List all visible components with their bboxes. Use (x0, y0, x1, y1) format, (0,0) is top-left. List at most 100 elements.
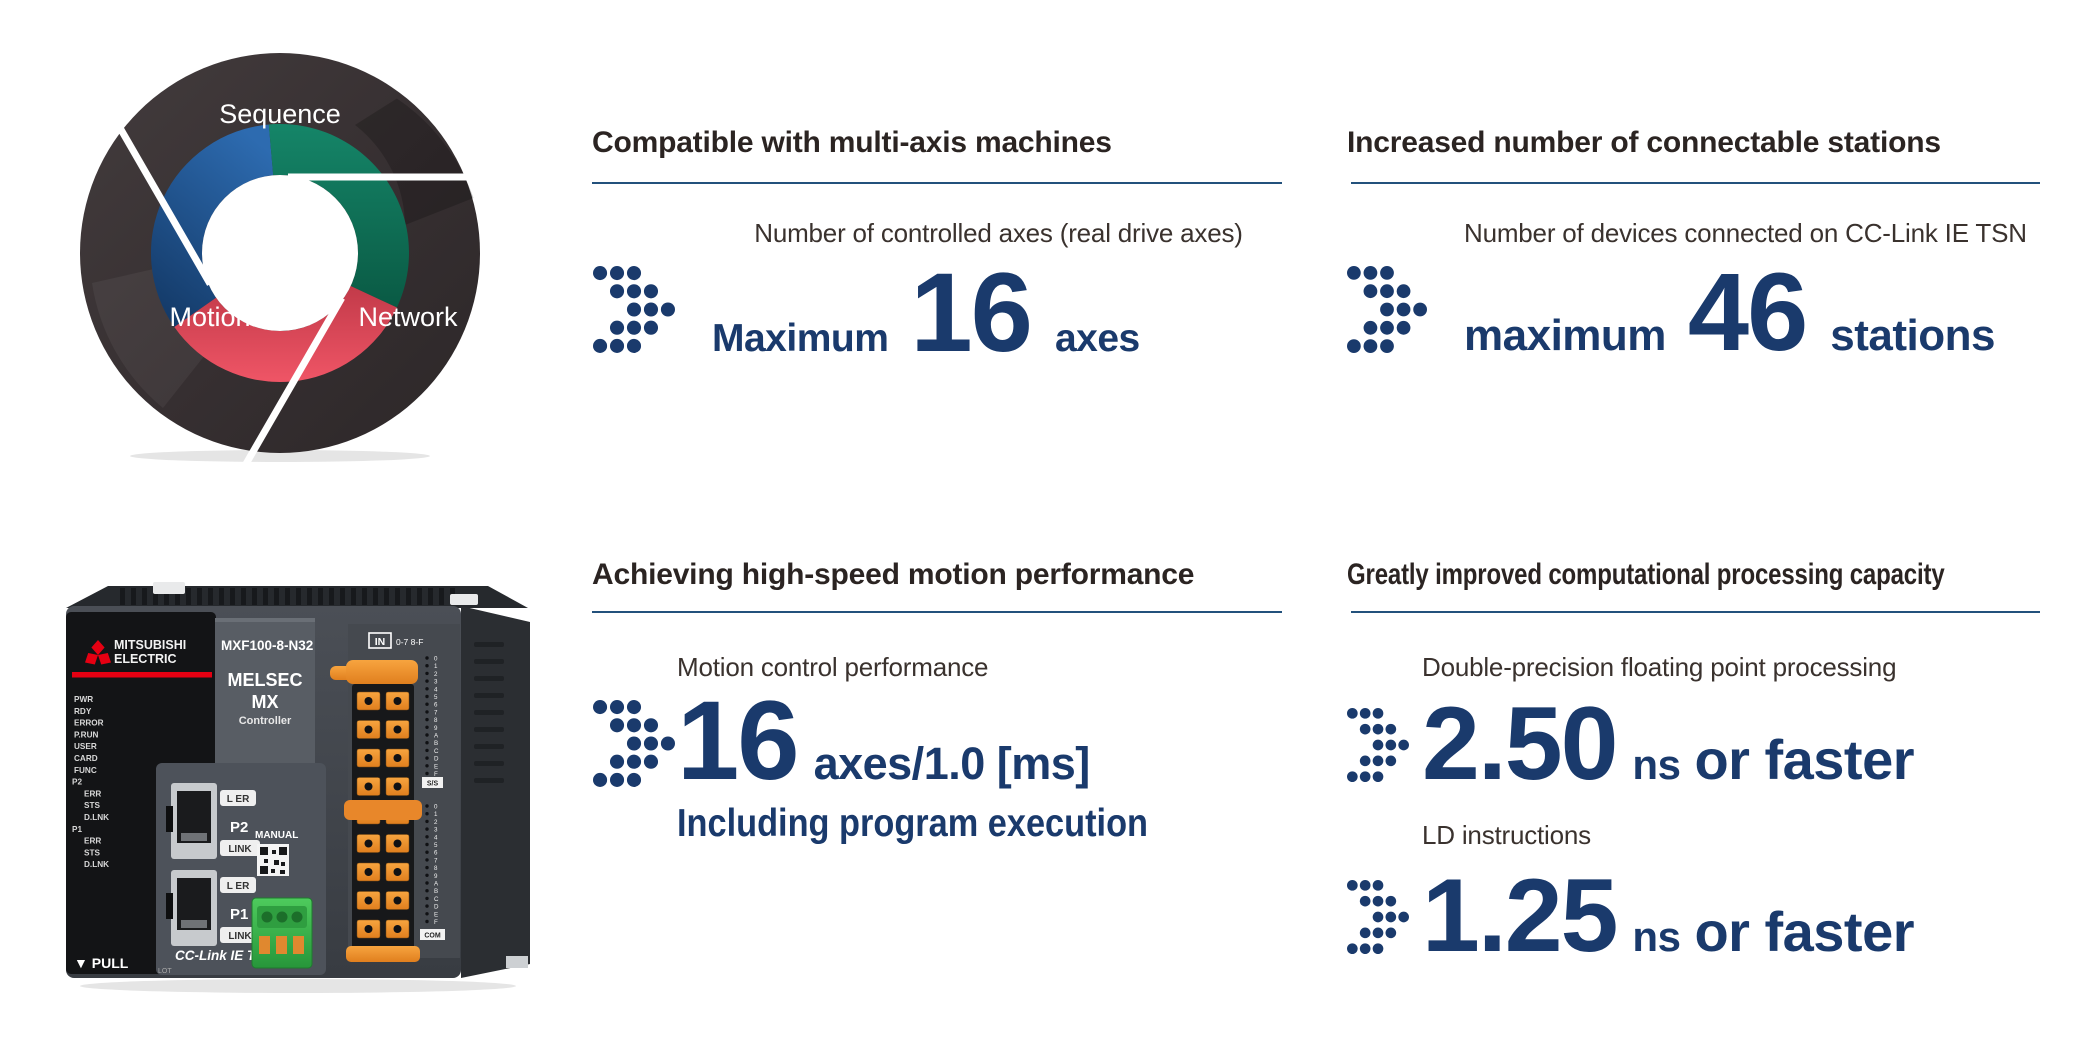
svg-text:D.LNK: D.LNK (84, 813, 109, 822)
ring-shade-light (92, 268, 205, 408)
svg-text:2: 2 (434, 671, 438, 678)
brand-name-line2: ELECTRIC (114, 652, 177, 666)
feature-value: maximum 46 stations (1464, 258, 1995, 391)
svg-text:USER: USER (74, 742, 97, 751)
plc-shadow (80, 979, 516, 993)
svg-text:A: A (434, 733, 439, 740)
value-suffix: stations (1830, 311, 1995, 360)
nameplate-highlight (215, 618, 315, 622)
svg-text:A: A (434, 881, 439, 888)
diagram-shadow (130, 450, 430, 462)
svg-text:B: B (434, 740, 438, 747)
red-stripe (72, 672, 212, 678)
svg-text:9: 9 (434, 725, 438, 732)
title-underline (592, 182, 1282, 184)
series-mx: MX (252, 692, 279, 712)
svg-text:3: 3 (434, 827, 438, 834)
model-number: MXF100-8-N32 (221, 638, 313, 653)
feature-title-text: Greatly improved computational processin… (1347, 558, 1945, 591)
feature-title: Compatible with multi-axis machines (592, 126, 1112, 159)
svg-text:6: 6 (434, 702, 438, 709)
value-suffix: or faster (1694, 728, 1915, 791)
qr-code (257, 844, 289, 876)
melsec-mx-controller-photo: MITSUBISHI ELECTRIC PWR RDY ERROR P.RUN USER… (66, 582, 530, 993)
ss-terminal-label: S/S (427, 781, 439, 788)
vent-slots (120, 588, 455, 605)
title-underline (592, 611, 1282, 613)
svg-text:C: C (434, 748, 439, 755)
dots-arrow-icon (1347, 266, 1427, 358)
diagram-label-motion: Motion (169, 302, 250, 332)
series-name: MELSEC (227, 670, 302, 690)
p1-ler-label: L ER (227, 881, 250, 892)
p2-ler-label: L ER (227, 794, 250, 805)
feature-value: 1.25 ns or faster (1422, 864, 1915, 987)
svg-text:8: 8 (434, 865, 438, 872)
dots-arrow-icon (1347, 708, 1409, 787)
donut-center (202, 175, 358, 331)
value-suffix: or faster (1694, 900, 1915, 963)
svg-text:F: F (434, 771, 438, 778)
sequence-motion-arc-blue (150, 124, 274, 327)
svg-text:5: 5 (434, 694, 438, 701)
svg-text:F: F (434, 919, 438, 926)
svg-text:STS: STS (84, 848, 100, 857)
p2-ler-chip (220, 790, 256, 806)
value-suffix: axes/1.0 [ms] (813, 738, 1091, 789)
svg-text:1: 1 (434, 811, 438, 818)
value-unit: ns (1632, 741, 1681, 788)
cclink-ie-tsn-logo: CC-Link IE TSN (175, 948, 274, 963)
svg-text:4: 4 (434, 834, 438, 841)
brand-name-line1: MITSUBISHI (114, 638, 186, 652)
feature-stations: Increased number of connectable stations… (1347, 126, 2040, 376)
svg-text:9: 9 (434, 873, 438, 880)
din-clip-right (450, 594, 478, 605)
p2-link-chip (220, 840, 260, 856)
svg-text:P1: P1 (72, 825, 82, 834)
din-clip-left (153, 582, 185, 594)
series-controller: Controller (239, 715, 292, 727)
diagram-label-network: Network (358, 302, 458, 332)
svg-text:4: 4 (434, 686, 438, 693)
dots-arrow-icon (593, 700, 675, 792)
svg-text:D.LNK: D.LNK (84, 860, 109, 869)
dots-arrow-icon (1347, 880, 1409, 959)
svg-text:1: 1 (434, 663, 438, 670)
svg-text:ERR: ERR (84, 789, 101, 798)
com-terminal-label: COM (424, 933, 441, 940)
title-underline (1351, 611, 2040, 613)
p1-label: P1 (230, 906, 248, 923)
feature-processing-capacity: Greatly improved computational processin… (1347, 558, 2040, 998)
clamp-lever-bottom (346, 946, 420, 962)
feature-sublabel: Motion control performance (677, 652, 989, 682)
svg-text:FUNC: FUNC (74, 766, 97, 775)
diagram-label-sequence: Sequence (219, 99, 341, 129)
svg-text:5: 5 (434, 842, 438, 849)
svg-text:C: C (434, 896, 439, 903)
in-label: IN (375, 636, 386, 648)
value-number: 1.25 (1422, 858, 1618, 974)
p2-link-label: LINK (228, 844, 252, 855)
svg-text:2: 2 (434, 819, 438, 826)
din-rail-foot (506, 956, 528, 968)
svg-text:6: 6 (434, 850, 438, 857)
motion-arc-red (174, 286, 397, 383)
com-terminal-box (420, 929, 445, 940)
p1-link-chip (220, 927, 260, 943)
svg-text:8: 8 (434, 717, 438, 724)
value-unit: ns (1632, 913, 1681, 960)
p1-link-label: LINK (228, 931, 252, 942)
value-number: 2.50 (1422, 686, 1618, 802)
in-label-box (368, 632, 392, 649)
lot-label: LOT (158, 968, 172, 975)
clamp-lever-mid (344, 800, 422, 820)
ethernet-port-p2 (166, 783, 217, 859)
p1-ler-chip (220, 877, 256, 893)
svg-text:P.RUN: P.RUN (74, 730, 99, 739)
feature-title: Achieving high-speed motion performance (592, 558, 1195, 591)
svg-text:7: 7 (434, 857, 438, 864)
feature-sublabel: Number of devices connected on CC-Link I… (1464, 218, 2027, 248)
feature-motion-performance: Achieving high-speed motion performance … (592, 558, 1282, 858)
value-prefix: Maximum (712, 317, 889, 360)
